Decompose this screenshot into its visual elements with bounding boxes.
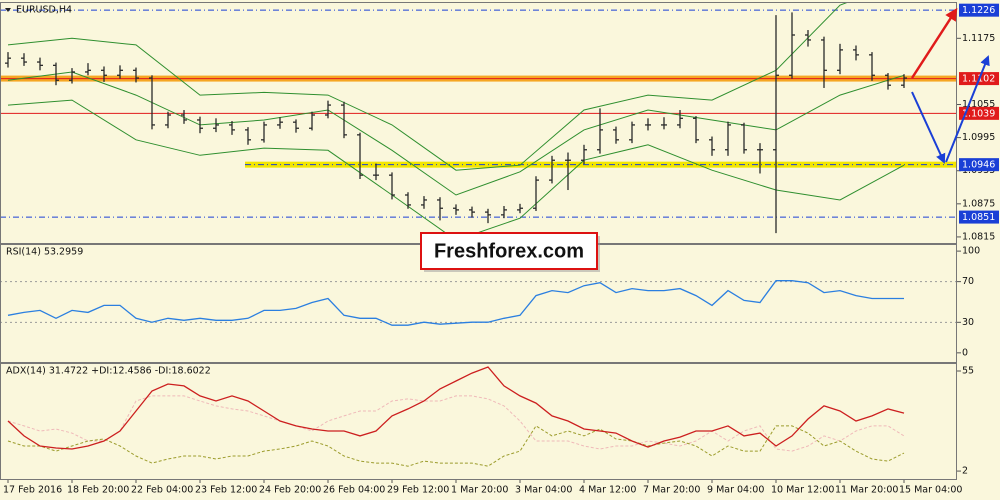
x-tick-label: 9 Mar 04:00 xyxy=(707,485,764,496)
y-tick-label: 1.0995 xyxy=(962,132,995,143)
level-label-box xyxy=(959,158,999,172)
bollinger-band xyxy=(7,3,848,171)
y-tick-label: 1.1055 xyxy=(962,99,995,110)
y-tick-label: 1.0875 xyxy=(962,198,995,209)
level-label-box xyxy=(959,3,999,17)
y-tick-label: 30 xyxy=(962,317,974,328)
watermark-box xyxy=(420,232,598,270)
x-tick-label: 11 Mar 20:00 xyxy=(835,485,898,496)
plot-area xyxy=(7,366,905,467)
x-tick-label: 24 Feb 20:00 xyxy=(259,485,321,496)
x-tick-label: 15 Mar 04:00 xyxy=(899,485,962,496)
x-tick-label: 18 Feb 20:00 xyxy=(67,485,129,496)
y-tick-label: 70 xyxy=(962,276,974,287)
panel-title: ADX(14) 31.4722 +DI:12.4586 -DI:18.6022 xyxy=(6,366,211,377)
level-label-box xyxy=(959,210,999,224)
rebound-arrow xyxy=(945,55,990,163)
symbol-menu-icon[interactable] xyxy=(5,8,11,12)
level-label: 1.1039 xyxy=(962,108,995,119)
x-tick-label: 7 Mar 20:00 xyxy=(643,485,700,496)
panel-title: EURUSD,H4 xyxy=(16,5,72,16)
panel-title: RSI(14) 53.2959 xyxy=(6,247,83,258)
indicator-line xyxy=(7,366,905,450)
y-tick-label: 1.1175 xyxy=(962,33,995,44)
x-tick-label: 26 Feb 04:00 xyxy=(323,485,385,496)
y-tick-label: 55 xyxy=(962,365,974,376)
y-tick-label: 0 xyxy=(962,347,968,358)
indicator-line xyxy=(7,280,904,326)
indicator-line xyxy=(7,395,905,452)
level-label: 1.1226 xyxy=(962,5,995,16)
y-tick-label: 100 xyxy=(962,246,980,257)
plot-area xyxy=(0,280,957,326)
watermark: Freshforex.com xyxy=(434,240,584,262)
x-tick-label: 10 Mar 12:00 xyxy=(771,485,834,496)
x-tick-label: 17 Feb 2016 xyxy=(3,485,62,496)
y-tick-label: 1.0815 xyxy=(962,231,995,242)
up-arrow xyxy=(910,7,958,79)
level-label: 1.0851 xyxy=(962,212,995,223)
level-label-box xyxy=(959,106,999,120)
x-tick-label: 3 Mar 04:00 xyxy=(515,485,572,496)
x-tick-label: 1 Mar 20:00 xyxy=(451,485,508,496)
x-tick-label: 29 Feb 12:00 xyxy=(387,485,449,496)
y-tick-label: 2 xyxy=(962,466,968,477)
x-tick-label: 22 Feb 04:00 xyxy=(131,485,193,496)
indicator-line xyxy=(7,425,905,467)
bollinger-band xyxy=(7,71,905,196)
x-tick-label: 4 Mar 12:00 xyxy=(579,485,636,496)
adx-panel-frame xyxy=(0,363,957,480)
level-label: 1.0946 xyxy=(962,160,995,171)
x-tick-label: 23 Feb 12:00 xyxy=(195,485,257,496)
down-arrow xyxy=(911,91,946,164)
